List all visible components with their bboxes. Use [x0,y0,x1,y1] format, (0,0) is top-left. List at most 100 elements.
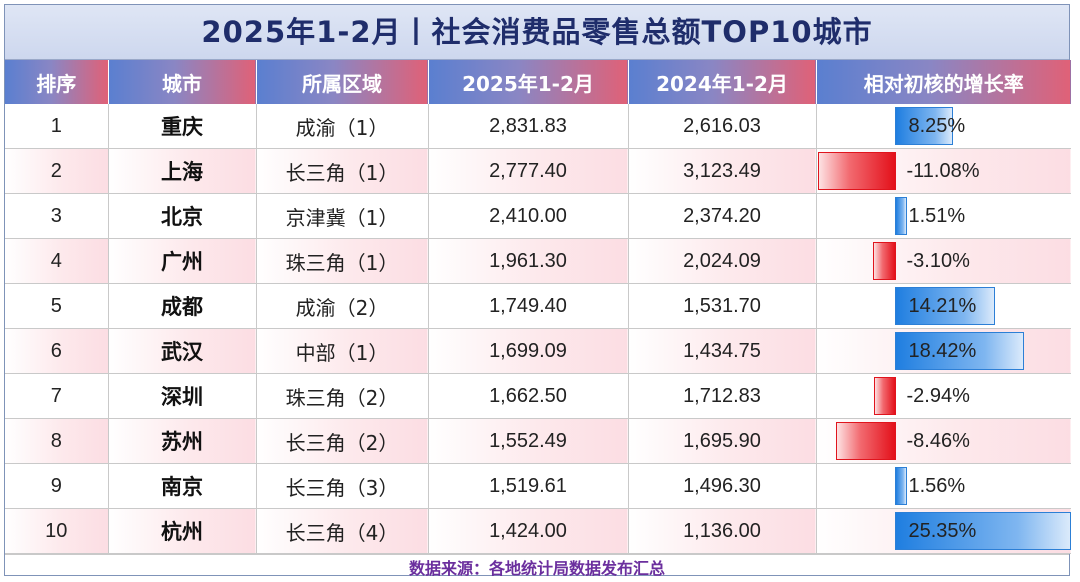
rank-cell: 4 [5,238,109,284]
growth-rate-cell: -3.10% [816,238,1071,284]
growth-rate-label: -3.10% [906,250,970,272]
value-2025-cell: 1,424.00 [428,508,629,554]
value-2024-cell: 3,123.49 [628,148,817,194]
header-growth-rate: 相对初核的增长率 [816,60,1071,104]
growth-rate-cell: 14.21% [816,283,1071,329]
table-row: 8 苏州 长三角（2） 1,552.49 1,695.90 -8.46% [5,418,1071,464]
growth-rate-label: 8.25% [908,115,966,137]
rank-cell: 9 [5,463,109,509]
value-2024-cell: 1,531.70 [628,283,817,329]
value-2025-cell: 1,662.50 [428,373,629,419]
value-2024-cell: 1,712.83 [628,373,817,419]
region-cell: 成渝（2） [256,283,429,329]
growth-bar-positive [894,467,908,505]
city-cell: 上海 [108,148,257,194]
growth-rate-label: -2.94% [906,385,970,407]
growth-rate-cell: 8.25% [816,104,1071,149]
growth-rate-cell: 1.56% [816,463,1071,509]
city-cell: 杭州 [108,508,257,554]
value-2025-cell: 1,552.49 [428,418,629,464]
region-cell: 长三角（4） [256,508,429,554]
growth-bar-positive [894,287,995,325]
rank-cell: 8 [5,418,109,464]
value-2025-cell: 1,699.09 [428,328,629,374]
rank-cell: 1 [5,104,109,149]
value-2024-cell: 2,616.03 [628,104,817,149]
data-source-note: 数据来源：各地统计局数据发布汇总 [5,554,1069,582]
table-row: 5 成都 成渝（2） 1,749.40 1,531.70 14.21% [5,283,1071,329]
page-title: 2025年1-2月丨社会消费品零售总额TOP10城市 [5,5,1069,60]
value-2024-cell: 1,496.30 [628,463,817,509]
growth-bar-negative [818,152,897,190]
city-cell: 重庆 [108,104,257,149]
table-row: 4 广州 珠三角（1） 1,961.30 2,024.09 -3.10% [5,238,1071,284]
header-rank: 排序 [5,60,109,104]
growth-rate-label: -8.46% [906,430,970,452]
ranking-table: 排序 城市 所属区域 2025年1-2月 2024年1-2月 相对初核的增长率 … [5,60,1072,554]
value-2024-cell: 2,374.20 [628,193,817,239]
region-cell: 珠三角（1） [256,238,429,284]
header-2025: 2025年1-2月 [428,60,629,104]
region-cell: 长三角（3） [256,463,429,509]
growth-rate-label: -11.08% [906,160,980,182]
value-2025-cell: 1,749.40 [428,283,629,329]
rank-cell: 3 [5,193,109,239]
table-row: 3 北京 京津冀（1） 2,410.00 2,374.20 1.51% [5,193,1071,239]
city-cell: 南京 [108,463,257,509]
city-cell: 深圳 [108,373,257,419]
growth-rate-cell: 1.51% [816,193,1071,239]
city-cell: 广州 [108,238,257,284]
region-cell: 京津冀（1） [256,193,429,239]
growth-rate-label: 25.35% [908,520,977,542]
region-cell: 中部（1） [256,328,429,374]
header-region: 所属区域 [256,60,429,104]
rank-cell: 10 [5,508,109,554]
region-cell: 珠三角（2） [256,373,429,419]
value-2025-cell: 2,831.83 [428,104,629,149]
table-card: 2025年1-2月丨社会消费品零售总额TOP10城市 排序 城市 所属区域 20… [4,4,1072,578]
growth-bar-negative [836,422,897,460]
growth-bar-negative [873,242,897,280]
value-2024-cell: 1,434.75 [628,328,817,374]
growth-bar-negative [874,377,897,415]
table-row: 1 重庆 成渝（1） 2,831.83 2,616.03 8.25% [5,104,1071,149]
table-row: 10 杭州 长三角（4） 1,424.00 1,136.00 25.35% [5,508,1072,554]
rank-cell: 2 [5,148,109,194]
growth-bar-positive [894,107,954,145]
header-2024: 2024年1-2月 [628,60,817,104]
growth-rate-cell: -11.08% [816,148,1071,194]
growth-rate-cell: -2.94% [816,373,1071,419]
value-2024-cell: 1,695.90 [628,418,817,464]
city-cell: 武汉 [108,328,257,374]
rank-cell: 5 [5,283,109,329]
header-row: 排序 城市 所属区域 2025年1-2月 2024年1-2月 相对初核的增长率 [5,60,1071,104]
growth-bar-positive [894,197,907,235]
region-cell: 长三角（1） [256,148,429,194]
growth-rate-cell: 18.42% [816,328,1071,374]
header-city: 城市 [108,60,257,104]
rank-cell: 7 [5,373,109,419]
city-cell: 苏州 [108,418,257,464]
rank-cell: 6 [5,328,109,374]
growth-rate-label: 14.21% [908,295,977,317]
city-cell: 成都 [108,283,257,329]
growth-bar-positive [894,512,1072,550]
value-2024-cell: 2,024.09 [628,238,817,284]
table-row: 7 深圳 珠三角（2） 1,662.50 1,712.83 -2.94% [5,373,1071,419]
value-2025-cell: 2,777.40 [428,148,629,194]
growth-rate-cell: 25.35% [816,508,1072,554]
table-row: 9 南京 长三角（3） 1,519.61 1,496.30 1.56% [5,463,1071,509]
value-2025-cell: 1,961.30 [428,238,629,284]
table-row: 2 上海 长三角（1） 2,777.40 3,123.49 -11.08% [5,148,1071,194]
table-row: 6 武汉 中部（1） 1,699.09 1,434.75 18.42% [5,328,1071,374]
region-cell: 长三角（2） [256,418,429,464]
region-cell: 成渝（1） [256,104,429,149]
city-cell: 北京 [108,193,257,239]
growth-rate-label: 1.51% [908,205,966,227]
growth-bar-positive [894,332,1024,370]
value-2025-cell: 2,410.00 [428,193,629,239]
value-2024-cell: 1,136.00 [628,508,817,554]
growth-rate-cell: -8.46% [816,418,1071,464]
growth-rate-label: 1.56% [908,475,966,497]
growth-rate-label: 18.42% [908,340,977,362]
